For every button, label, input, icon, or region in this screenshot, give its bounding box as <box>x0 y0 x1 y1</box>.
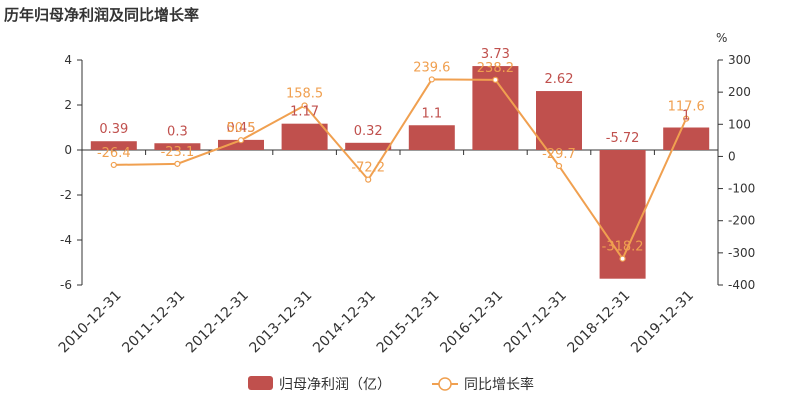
line-point <box>365 176 372 183</box>
line-point <box>237 137 245 144</box>
left-tick-label: 2 <box>64 98 72 112</box>
data-labels: 0.39 0.3 0.45 1.17 0.32 1.1 3.73 2.62 -5.72 1 -26.… <box>97 47 705 255</box>
line-point <box>174 160 181 167</box>
bar <box>281 123 328 150</box>
right-tick-label: 0 <box>728 149 736 163</box>
bar-value-label: 2.62 <box>545 72 574 87</box>
bar-value-label: 1.1 <box>421 106 442 121</box>
line-series <box>110 76 690 262</box>
bar <box>345 142 392 150</box>
x-tick-label: 2014-12-31 <box>310 288 379 357</box>
legend: 归母净利润（亿） 同比增长率 <box>248 376 534 393</box>
line-value-label: 50.5 <box>227 121 256 136</box>
bar-value-label: 0.39 <box>99 122 128 137</box>
legend-line-label: 同比增长率 <box>464 376 534 393</box>
line-value-label: -29.7 <box>542 147 576 162</box>
line-point <box>492 76 499 83</box>
bar <box>408 125 455 150</box>
right-tick-label: -200 <box>728 214 755 228</box>
right-tick-label: 100 <box>728 117 751 131</box>
right-axis-unit: % <box>716 31 727 45</box>
x-tick-label: 2019-12-31 <box>628 288 697 357</box>
x-tick-label: 2016-12-31 <box>437 288 506 357</box>
bar <box>90 141 137 150</box>
bar <box>663 127 710 150</box>
line-value-label: 158.5 <box>286 86 323 101</box>
right-tick-label: -100 <box>728 182 755 196</box>
bar-value-label: 0.45 <box>227 121 256 136</box>
bar-value-label: 3.73 <box>481 47 510 62</box>
bar <box>218 139 264 150</box>
axes: 4 2 0 -2 -4 -6 300 200 100 0 -100 -200 -300 -400% 2010… <box>56 31 755 356</box>
line-value-label: -26.4 <box>97 146 131 161</box>
line-point <box>683 115 690 122</box>
line-value-label: -318.2 <box>602 240 644 255</box>
line-point <box>301 102 308 109</box>
bar-value-label: -5.72 <box>606 131 640 146</box>
right-tick-label: -300 <box>728 246 755 260</box>
left-tick-label: -6 <box>60 278 72 292</box>
line-value-label: 117.6 <box>668 100 705 115</box>
bar <box>154 143 201 150</box>
legend-line-marker <box>438 377 452 391</box>
bar-value-label: 0.3 <box>167 124 188 139</box>
line-point <box>428 76 435 83</box>
x-tick-label: 2010-12-31 <box>56 288 125 357</box>
line-value-label: 239.6 <box>413 60 450 75</box>
x-tick-label: 2012-12-31 <box>183 288 252 357</box>
bar <box>536 91 582 150</box>
line-value-label: 238.2 <box>477 61 514 76</box>
line-point <box>555 162 563 170</box>
x-tick-label: 2013-12-31 <box>247 288 316 357</box>
x-tick-label: 2011-12-31 <box>119 288 188 357</box>
right-tick-label: -400 <box>728 278 755 292</box>
bar-value-label: 1.17 <box>290 105 319 120</box>
legend-bar-label: 归母净利润（亿） <box>279 376 391 393</box>
left-tick-label: 4 <box>64 53 72 67</box>
x-tick-label: 2015-12-31 <box>374 288 443 357</box>
line-value-label: -72.2 <box>351 161 385 176</box>
bar-value-label: 0.32 <box>354 124 383 139</box>
chart-title: 历年归母净利润及同比增长率 <box>4 6 200 24</box>
line-point <box>619 255 626 262</box>
growth-line <box>113 78 688 261</box>
x-tick-label: 2018-12-31 <box>565 288 634 357</box>
line-point <box>110 161 117 169</box>
left-tick-label: -2 <box>60 188 72 202</box>
legend-bar-swatch <box>248 376 273 390</box>
x-tick-label: 2017-12-31 <box>501 288 570 357</box>
line-value-label: -23.1 <box>161 145 195 160</box>
left-tick-label: -4 <box>60 233 72 247</box>
left-tick-label: 0 <box>64 143 72 157</box>
right-tick-label: 300 <box>728 53 751 67</box>
right-tick-label: 200 <box>728 85 751 99</box>
bar-value-label: 1 <box>682 109 690 124</box>
